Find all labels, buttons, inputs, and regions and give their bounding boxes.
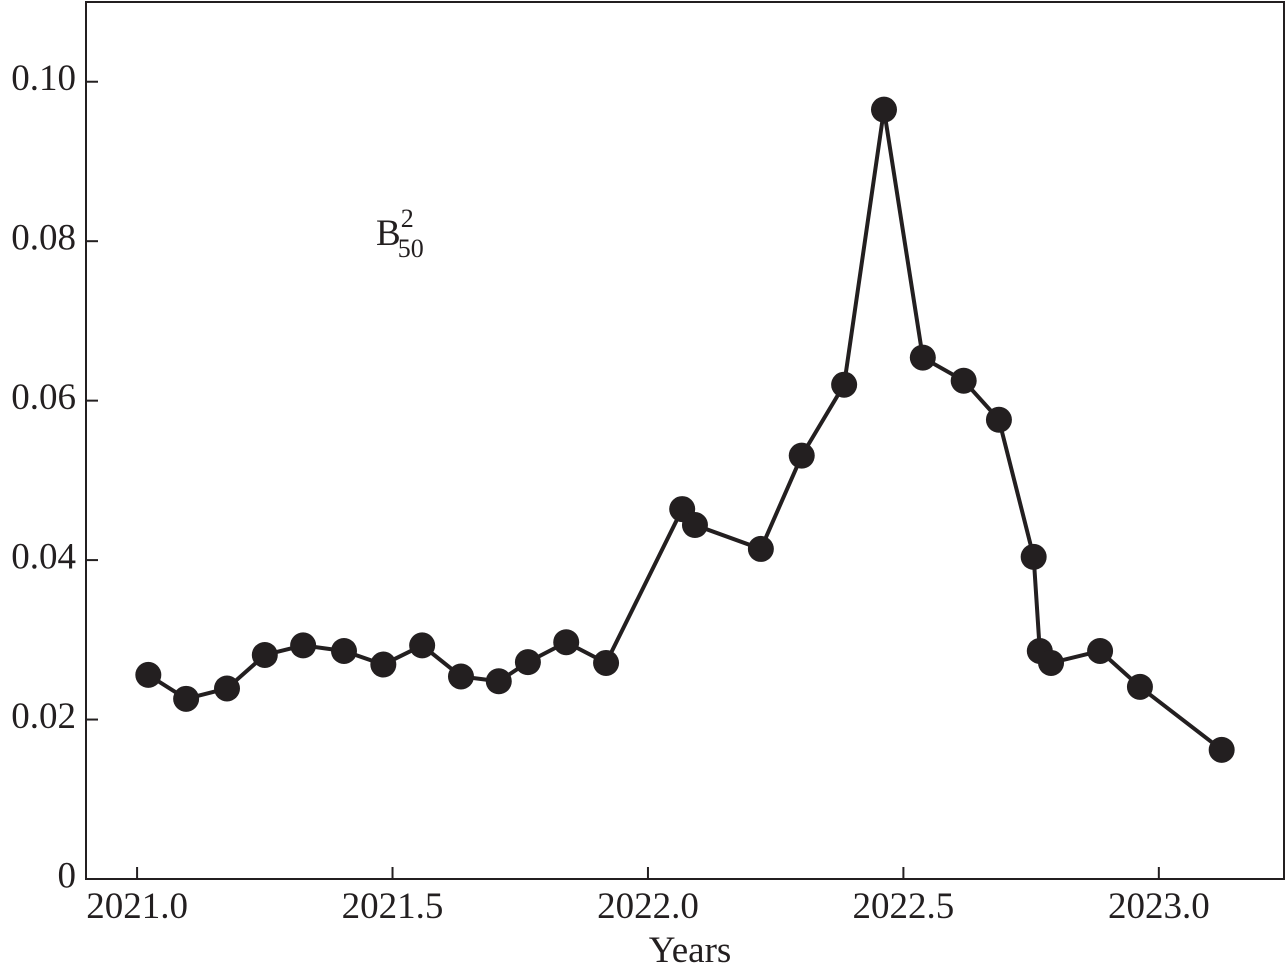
data-point — [1087, 637, 1114, 664]
data-point — [950, 367, 977, 394]
x-tick-label: 2021.5 — [342, 886, 444, 927]
y-tick-label: 0 — [58, 855, 77, 896]
y-tick-label: 0.10 — [11, 58, 76, 99]
data-point — [514, 649, 541, 676]
data-point — [1126, 673, 1153, 700]
data-point — [870, 96, 897, 123]
data-point — [447, 663, 474, 690]
data-point — [909, 344, 936, 371]
data-point — [135, 661, 162, 688]
data-point — [251, 641, 278, 668]
data-point — [409, 632, 436, 659]
data-point — [985, 406, 1012, 433]
annotation-base: B — [376, 213, 401, 254]
x-axis-label: Years — [649, 930, 732, 971]
annotation-sub: 50 — [398, 234, 424, 263]
data-point — [747, 535, 774, 562]
data-point — [173, 685, 200, 712]
data-point — [370, 651, 397, 678]
data-point — [593, 649, 620, 676]
data-point — [681, 512, 708, 539]
annotation-sup: 2 — [401, 204, 414, 233]
data-point — [1020, 543, 1047, 570]
data-point — [1038, 649, 1065, 676]
data-point — [214, 675, 241, 702]
data-point — [485, 668, 512, 695]
y-tick-label: 0.06 — [11, 377, 76, 418]
y-tick-label: 0.08 — [11, 218, 76, 259]
x-tick-label: 2022.5 — [853, 886, 955, 927]
data-point — [1208, 736, 1235, 763]
data-point — [330, 637, 357, 664]
data-point — [788, 442, 815, 469]
data-point — [290, 632, 317, 659]
x-tick-label: 2022.0 — [597, 886, 699, 927]
y-tick-label: 0.02 — [11, 696, 76, 737]
x-tick-label: 2021.0 — [86, 886, 188, 927]
annotation: B2 50 — [376, 204, 424, 263]
plot-frame — [85, 1, 1285, 880]
data-point — [553, 629, 580, 656]
x-tick-label: 2023.0 — [1108, 886, 1210, 927]
data-point — [831, 371, 858, 398]
y-tick-label: 0.04 — [11, 537, 76, 578]
